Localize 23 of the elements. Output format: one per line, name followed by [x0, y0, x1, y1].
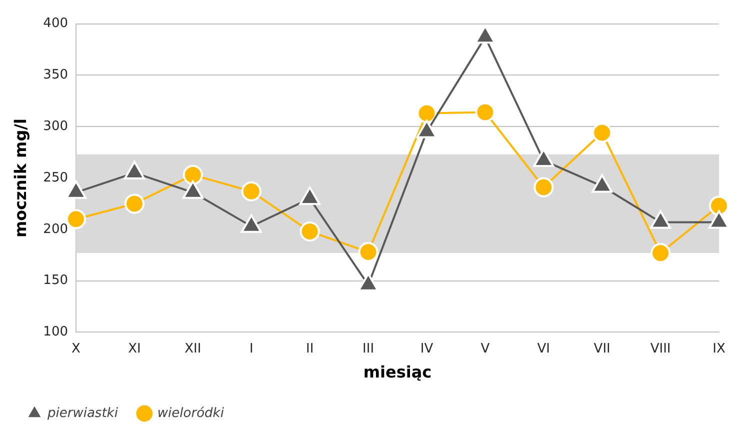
y-tick-label: 250: [43, 170, 68, 186]
x-axis-title: miesiąc: [363, 362, 432, 382]
x-tick-label: VII: [594, 341, 610, 356]
x-tick-label: V: [480, 341, 490, 356]
y-axis-title: mocznik mg/l: [10, 118, 30, 238]
legend-label: wieloródki: [157, 406, 224, 421]
legend-label: pierwiastki: [46, 406, 118, 421]
x-tick-label: VI: [537, 341, 550, 356]
y-tick-label: 400: [43, 16, 68, 32]
x-tick-label: II: [306, 341, 314, 356]
y-tick-label: 100: [43, 324, 68, 340]
x-tick-label: XII: [184, 341, 202, 356]
x-tick-label: VIII: [650, 341, 671, 356]
y-tick-label: 200: [43, 222, 68, 237]
x-tick-label: XI: [128, 341, 141, 356]
y-tick-label: 150: [43, 273, 68, 288]
x-tick-label: IV: [420, 341, 434, 356]
y-tick-label: 300: [43, 118, 68, 134]
x-tick-label: I: [249, 341, 254, 356]
y-tick-label: 350: [43, 68, 68, 83]
x-tick-label: IX: [712, 341, 726, 356]
x-tick-label: III: [362, 341, 374, 356]
x-tick-label: X: [72, 341, 81, 356]
